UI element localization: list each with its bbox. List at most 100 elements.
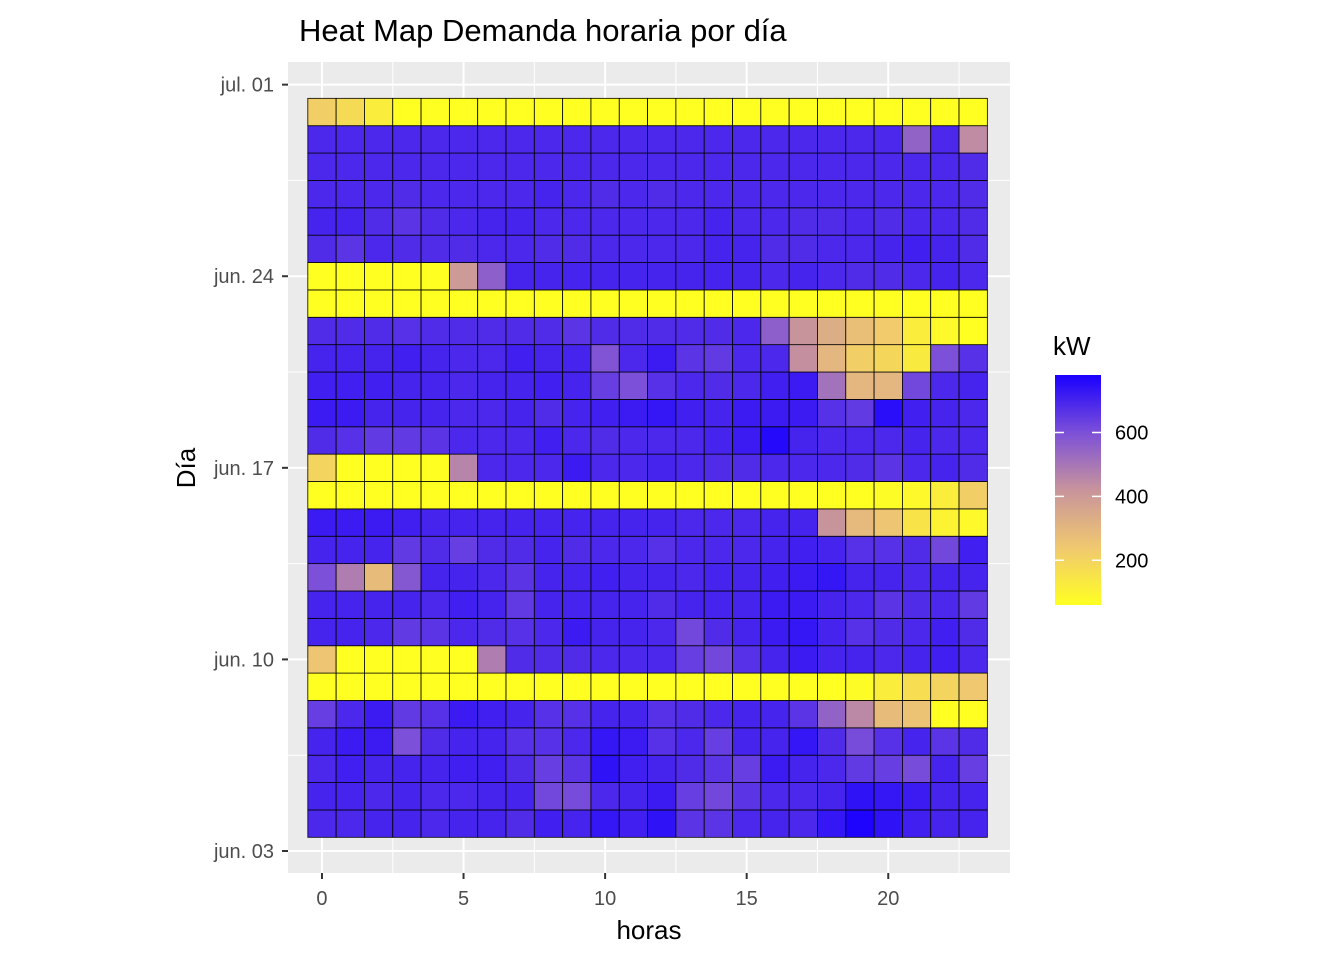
heatmap-cell (420, 754, 450, 783)
heatmap-cell (902, 97, 932, 127)
heatmap-cell (420, 508, 450, 537)
heatmap-cell (647, 344, 677, 373)
heatmap-cell (930, 125, 960, 154)
heatmap-cell (364, 453, 394, 482)
heatmap-cell (364, 152, 394, 181)
heatmap-cell (760, 344, 790, 373)
heatmap-cell (364, 371, 394, 400)
heatmap-cell (477, 289, 507, 318)
heatmap-cell (618, 535, 648, 565)
heatmap-cell (307, 508, 337, 537)
heatmap-cell (590, 508, 620, 537)
heatmap-cell (420, 563, 450, 592)
heatmap-cell (647, 672, 677, 701)
heatmap-cell (675, 371, 705, 400)
heatmap-cell (307, 453, 337, 482)
heatmap-cell (760, 371, 790, 400)
heatmap-cell (817, 727, 847, 756)
heatmap-cell (364, 727, 394, 756)
heatmap-cell (590, 344, 620, 373)
heatmap-cell (533, 727, 564, 756)
heatmap-cell (533, 809, 564, 838)
heatmap-cell (902, 727, 932, 756)
heatmap-cell (817, 152, 847, 181)
heatmap-cell (505, 782, 535, 811)
heatmap-cell (732, 289, 762, 318)
heatmap-cell (788, 125, 818, 154)
heatmap-cell (873, 180, 903, 209)
heatmap-cell (930, 590, 960, 619)
heatmap-cell (958, 344, 988, 373)
heatmap-cell (647, 289, 677, 318)
heatmap-cell (845, 672, 875, 701)
heatmap-cell (703, 645, 733, 674)
heatmap-cell (703, 453, 733, 482)
heatmap-cell (533, 180, 564, 209)
heatmap-cell (448, 563, 479, 592)
heatmap-cell (817, 535, 847, 565)
heatmap-cell (448, 125, 479, 154)
heatmap-cell (732, 563, 762, 592)
heatmap-cell (562, 481, 592, 510)
heatmap-cell (392, 316, 422, 346)
heatmap-cell (505, 481, 535, 510)
heatmap-cell (364, 645, 394, 674)
heatmap-cell (477, 453, 507, 482)
heatmap-cell (364, 97, 394, 127)
heatmap-cell (505, 125, 535, 154)
heatmap-cell (703, 535, 733, 565)
heatmap-cell (958, 152, 988, 181)
heatmap-cell (562, 371, 592, 400)
heatmap-cell (392, 672, 422, 701)
heatmap-cell (562, 700, 592, 729)
heatmap-cell (788, 563, 818, 592)
heatmap-cell (647, 426, 677, 455)
heatmap-cell (392, 754, 422, 783)
heatmap-cell (647, 207, 677, 236)
heatmap-cell (873, 754, 903, 783)
heatmap-cell (788, 535, 818, 565)
heatmap-cell (788, 809, 818, 838)
heatmap-cell (590, 809, 620, 838)
heatmap-cell (732, 727, 762, 756)
heatmap-cell (930, 344, 960, 373)
heatmap-cell (958, 426, 988, 455)
heatmap-cell (760, 316, 790, 346)
heatmap-cell (732, 371, 762, 400)
heatmap-cell (562, 344, 592, 373)
heatmap-cell (448, 152, 479, 181)
heatmap-cell (364, 481, 394, 510)
heatmap-cell (760, 125, 790, 154)
heatmap-cell (675, 645, 705, 674)
heatmap-cell (958, 700, 988, 729)
heatmap-cell (335, 508, 365, 537)
heatmap-cell (703, 371, 733, 400)
heatmap-cell (930, 481, 960, 510)
heatmap-cell (732, 754, 762, 783)
heatmap-cell (845, 97, 875, 127)
heatmap-cell (477, 97, 507, 127)
heatmap-cell (817, 617, 847, 647)
heatmap-cell (307, 398, 337, 428)
heatmap-cell (817, 207, 847, 236)
heatmap-cell (618, 645, 648, 674)
heatmap-cell (817, 289, 847, 318)
heatmap-cell (675, 344, 705, 373)
heatmap-cell (817, 125, 847, 154)
heatmap-cell (647, 645, 677, 674)
heatmap-cell (562, 316, 592, 346)
heatmap-cell (732, 508, 762, 537)
heatmap-cell (873, 590, 903, 619)
heatmap-cell (845, 645, 875, 674)
heatmap-cell (477, 152, 507, 181)
heatmap-cell (902, 262, 932, 291)
heatmap-cell (420, 809, 450, 838)
heatmap-cell (533, 754, 564, 783)
heatmap-cell (618, 672, 648, 701)
heatmap-cell (505, 97, 535, 127)
heatmap-cell (873, 398, 903, 428)
heatmap-cell (845, 152, 875, 181)
heatmap-cell (817, 398, 847, 428)
heatmap-cell (448, 426, 479, 455)
